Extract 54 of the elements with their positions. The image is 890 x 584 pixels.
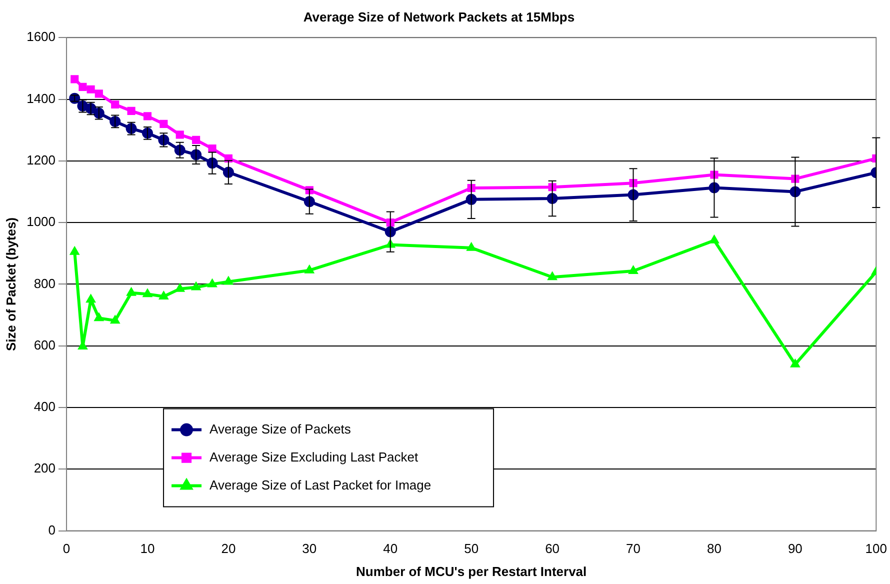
x-tick-label: 60 [545,541,560,556]
x-tick-label: 70 [626,541,640,556]
point [160,120,168,128]
point [70,246,80,255]
y-tick-label: 200 [34,460,56,476]
point [466,242,476,251]
y-tick-label: 1000 [26,214,56,230]
point [142,288,152,298]
legend-label: Average Size of Last Packet for Image [210,477,432,492]
point [191,282,201,290]
point [158,291,169,300]
x-tick-label: 50 [464,541,479,556]
point [709,234,720,244]
point [94,90,103,98]
y-tick-label: 400 [34,399,56,414]
x-tick-label: 10 [140,541,155,556]
point [110,315,120,324]
y-tick-label: 1200 [26,152,56,168]
legend-label: Average Size Excluding Last Packet [210,449,419,464]
point [304,264,314,274]
point [111,100,120,109]
x-axis-title: Number of MCU's per Restart Interval [356,564,587,579]
legend-label: Average Size of Packets [210,421,352,436]
point [628,265,638,274]
y-tick-label: 1600 [26,29,56,44]
point [94,312,104,322]
point [86,85,95,94]
point [176,130,184,139]
point [547,272,558,280]
point [192,136,200,144]
point [208,144,216,153]
chart-title: Average Size of Network Packets at 15Mbps [303,9,575,24]
y-tick-label: 1400 [26,90,56,106]
point [127,106,136,115]
y-tick-label: 0 [48,522,56,538]
point [78,82,87,91]
y-axis-title: Size of Packet (bytes) [3,217,18,352]
point [207,278,218,288]
x-tick-label: 100 [865,541,888,556]
y-tick-label: 800 [34,276,56,291]
point [86,294,96,303]
x-tick-label: 40 [383,541,398,556]
point [175,283,185,292]
x-tick-label: 90 [788,541,802,556]
point [126,287,136,296]
point [790,358,800,368]
y-tick-label: 600 [34,337,56,352]
point [70,75,79,84]
x-tick-label: 20 [221,541,236,556]
x-tick-label: 0 [62,541,70,556]
point [224,276,234,285]
x-tick-label: 80 [706,541,722,556]
x-tick-label: 30 [302,541,317,556]
point [143,112,152,120]
